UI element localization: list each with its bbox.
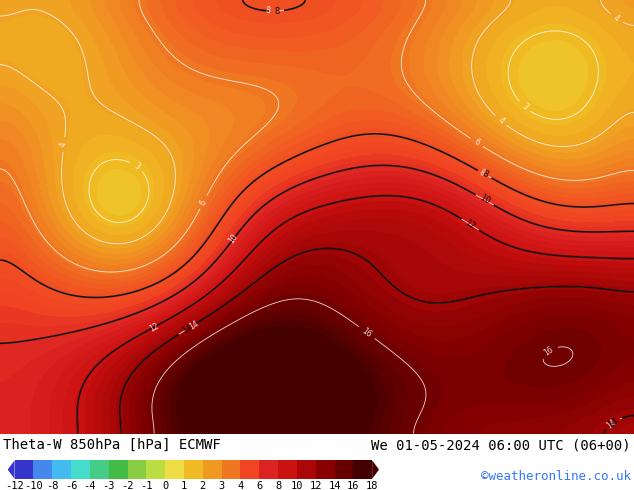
Bar <box>71 460 90 479</box>
Bar <box>203 460 222 479</box>
Text: -8: -8 <box>46 481 58 490</box>
Bar <box>90 460 108 479</box>
Text: 16: 16 <box>347 481 359 490</box>
Bar <box>335 460 353 479</box>
Bar <box>15 460 34 479</box>
Polygon shape <box>8 460 15 479</box>
Text: 12: 12 <box>463 218 477 231</box>
Bar <box>278 460 297 479</box>
Text: 10: 10 <box>478 194 491 206</box>
Text: 14: 14 <box>605 417 618 430</box>
Bar <box>184 460 203 479</box>
Text: -3: -3 <box>103 481 115 490</box>
Text: 16: 16 <box>542 344 555 358</box>
Text: 14: 14 <box>606 416 619 429</box>
Bar <box>127 460 146 479</box>
Text: 3: 3 <box>219 481 224 490</box>
Text: -12: -12 <box>5 481 24 490</box>
Text: 14: 14 <box>187 318 200 331</box>
Bar <box>52 460 71 479</box>
Text: 8: 8 <box>275 481 281 490</box>
Text: -4: -4 <box>84 481 96 490</box>
Text: 6: 6 <box>256 481 262 490</box>
Text: 6: 6 <box>472 137 481 147</box>
Bar <box>353 460 372 479</box>
Text: 4: 4 <box>496 116 506 125</box>
Text: 12: 12 <box>309 481 322 490</box>
Text: 18: 18 <box>366 481 378 490</box>
Text: 3: 3 <box>132 161 141 172</box>
Text: -2: -2 <box>121 481 134 490</box>
Text: Theta-W 850hPa [hPa] ECMWF: Theta-W 850hPa [hPa] ECMWF <box>3 438 221 452</box>
Bar <box>222 460 240 479</box>
Text: 2: 2 <box>200 481 206 490</box>
Bar <box>240 460 259 479</box>
Text: 1: 1 <box>181 481 187 490</box>
Text: -10: -10 <box>24 481 42 490</box>
Text: 12: 12 <box>148 321 160 333</box>
Bar <box>259 460 278 479</box>
Text: 8: 8 <box>478 168 486 178</box>
Text: 10: 10 <box>290 481 303 490</box>
Bar <box>146 460 165 479</box>
Text: -6: -6 <box>65 481 77 490</box>
Text: 3: 3 <box>520 101 529 112</box>
Text: 0: 0 <box>162 481 168 490</box>
Bar <box>108 460 127 479</box>
Text: 4: 4 <box>612 13 621 24</box>
Polygon shape <box>372 460 379 479</box>
Text: We 01-05-2024 06:00 UTC (06+00): We 01-05-2024 06:00 UTC (06+00) <box>371 438 631 452</box>
Text: 8: 8 <box>266 6 271 16</box>
Text: 4: 4 <box>237 481 243 490</box>
Text: 14: 14 <box>181 322 195 336</box>
Text: 6: 6 <box>198 198 209 207</box>
Text: 8: 8 <box>480 169 489 179</box>
Text: 4: 4 <box>59 142 68 147</box>
Text: -1: -1 <box>140 481 153 490</box>
Bar <box>316 460 335 479</box>
Text: 8: 8 <box>274 6 280 16</box>
Bar <box>34 460 52 479</box>
Text: 14: 14 <box>328 481 340 490</box>
Text: ©weatheronline.co.uk: ©weatheronline.co.uk <box>481 470 631 483</box>
Bar <box>297 460 316 479</box>
Text: 10: 10 <box>227 233 240 245</box>
Text: 16: 16 <box>360 326 373 339</box>
Bar <box>165 460 184 479</box>
